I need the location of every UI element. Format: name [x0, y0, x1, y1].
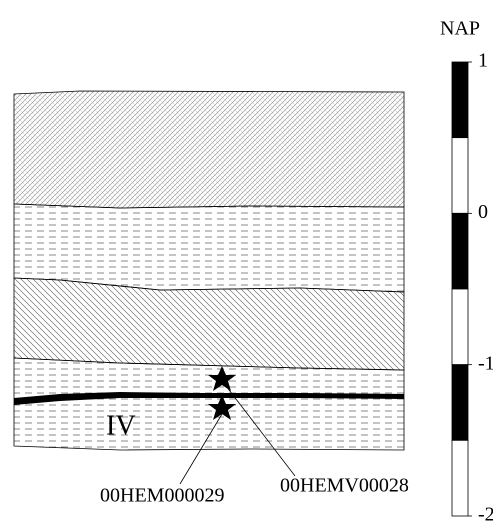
scale-segment	[451, 137, 469, 214]
scale-title: NAP	[440, 18, 480, 40]
scale-label: -1	[478, 352, 493, 374]
layer-label: IV	[106, 410, 136, 441]
soil-column	[13, 90, 405, 485]
sample-label: 00HEMV00028	[280, 475, 409, 497]
scale-segment	[451, 439, 469, 517]
nap-scale: 1 0 -1 -2	[451, 50, 493, 524]
scale-segment	[451, 61, 469, 139]
scale-segment	[451, 288, 469, 366]
scale-label: -2	[478, 504, 493, 524]
scale-segment	[451, 212, 469, 290]
scale-label: 1	[478, 50, 488, 72]
sample-label: 00HEM000029	[100, 485, 224, 507]
scale-segment	[451, 364, 469, 441]
scale-label: 0	[478, 201, 488, 223]
